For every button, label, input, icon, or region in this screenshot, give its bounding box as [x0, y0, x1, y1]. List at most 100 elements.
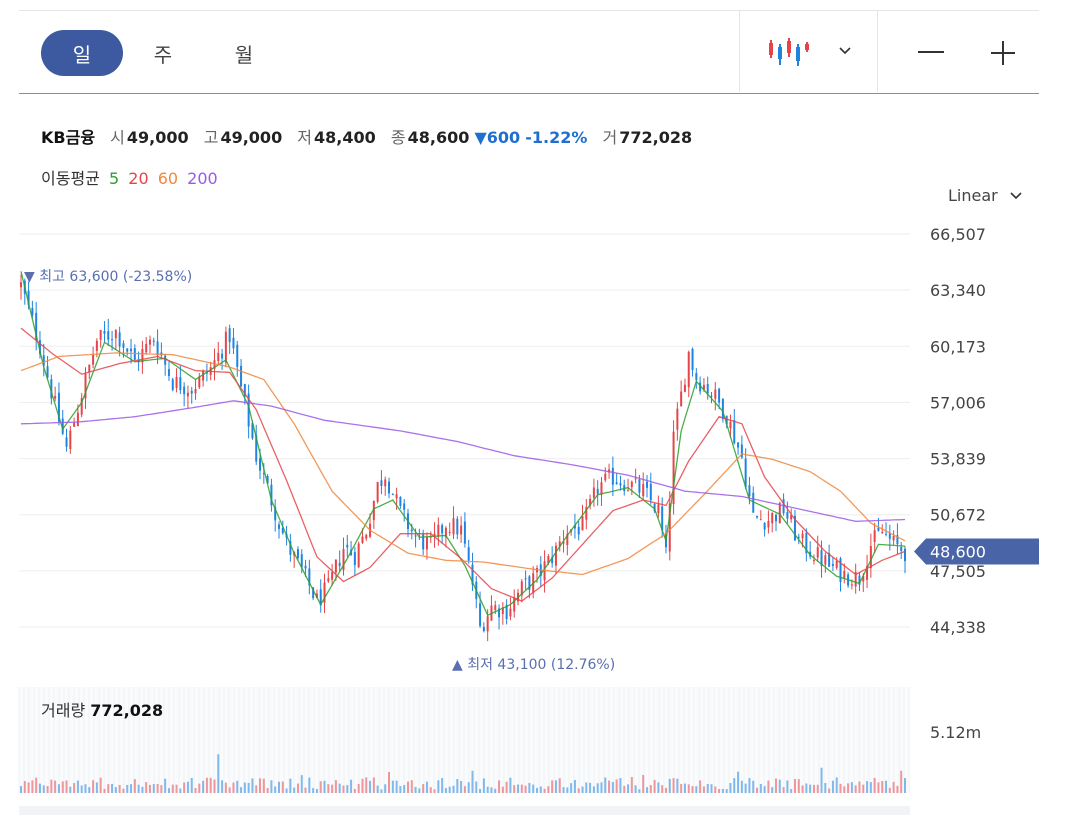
candlestick-icon[interactable]: [767, 35, 811, 69]
candle-body: [854, 571, 857, 587]
volume-bar: [721, 788, 724, 793]
volume-bar: [103, 788, 106, 793]
volume-bar: [118, 784, 121, 793]
candle-body: [839, 558, 842, 583]
ohlc-info: KB금융 시 49,000 고 49,000 저 48,400 종 48,600 ▼60…: [41, 124, 692, 148]
candle-body: [289, 541, 292, 555]
scale-select[interactable]: Linear: [948, 186, 1023, 205]
candle-body: [331, 572, 334, 580]
volume-bar: [126, 784, 129, 793]
candle-body: [881, 531, 884, 533]
volume-bar: [850, 782, 853, 793]
candle-body: [706, 383, 709, 394]
open-label: 시: [110, 128, 125, 147]
volume-bar: [133, 779, 136, 793]
candle-body: [372, 500, 375, 521]
volume-bar: [293, 787, 296, 793]
tab-weekly[interactable]: 주: [153, 42, 173, 67]
volume-bar: [528, 782, 531, 793]
candle-body: [57, 392, 60, 422]
candle-body: [661, 506, 664, 531]
last-price-tag: [914, 538, 1039, 565]
volume-bar: [300, 775, 303, 793]
candle-body: [752, 492, 755, 513]
candle-body: [721, 398, 724, 420]
volume-bar: [585, 782, 588, 793]
candle-body: [441, 525, 444, 534]
candle-body: [797, 536, 800, 538]
candle-body: [46, 366, 49, 378]
volume-bar: [350, 779, 353, 793]
ma-20-label[interactable]: 20: [128, 169, 149, 188]
volume-bar: [190, 777, 193, 793]
volume-bar: [406, 781, 409, 793]
volume-bar: [73, 783, 76, 793]
candle-body: [520, 581, 523, 596]
candle-body: [866, 565, 869, 580]
volume-bar: [554, 780, 557, 793]
minus-icon[interactable]: [916, 39, 946, 65]
volume-bar: [782, 787, 785, 793]
ma-200-line: [20, 400, 906, 522]
volume-bar: [399, 786, 402, 793]
volume-bar: [194, 788, 197, 793]
volume-bar: [323, 780, 326, 793]
volume-bar: [592, 786, 595, 793]
candle-body: [479, 603, 482, 626]
candle-body: [756, 515, 759, 518]
volume-bar: [539, 786, 542, 793]
volume-bar: [27, 782, 30, 793]
candle-body: [843, 571, 846, 579]
candle-body: [448, 531, 451, 533]
candle-body: [498, 608, 501, 618]
ma-5-label[interactable]: 5: [108, 169, 120, 188]
low-value: 48,400: [314, 128, 376, 147]
candle-body: [460, 525, 463, 535]
volume-bar: [710, 784, 713, 793]
candle-body: [145, 344, 148, 353]
candle-body: [399, 496, 402, 506]
volume-bar: [202, 780, 205, 793]
volume-bar: [274, 786, 277, 793]
candle-body: [577, 526, 580, 535]
volume-bar: [270, 780, 273, 793]
ma-60-label[interactable]: 60: [157, 169, 179, 188]
candle-body: [725, 415, 728, 425]
volume-bar: [532, 784, 535, 793]
volume-bar: [828, 788, 831, 793]
tab-monthly[interactable]: 월: [234, 42, 254, 67]
candle-body: [467, 547, 470, 561]
tab-daily[interactable]: 일: [41, 30, 123, 76]
candle-body: [896, 535, 899, 545]
candle-body: [221, 353, 224, 359]
candle-body: [338, 562, 341, 567]
volume-bar: [259, 778, 262, 793]
candle-body: [615, 482, 618, 484]
candle-body: [562, 541, 565, 544]
volume-bar: [888, 787, 891, 793]
volume-bar: [763, 786, 766, 793]
plus-icon[interactable]: [989, 39, 1017, 67]
ma-200-label[interactable]: 200: [187, 169, 218, 188]
volume-bar: [790, 789, 793, 793]
volume-bar: [505, 781, 508, 793]
candle-body: [585, 507, 588, 520]
y-tick-label: 60,173: [930, 337, 986, 356]
volume-bar: [509, 777, 512, 793]
volume-bar: [376, 785, 379, 793]
chevron-down-icon[interactable]: [835, 41, 855, 61]
volume-bar: [824, 782, 827, 793]
candle-body: [505, 604, 508, 620]
candle-body: [319, 589, 322, 606]
candle-body: [885, 533, 888, 535]
volume-bar: [365, 777, 368, 793]
volume-bar: [737, 771, 740, 793]
volume-bar: [547, 786, 550, 793]
candle-body: [509, 608, 512, 617]
volume-bar: [391, 780, 394, 793]
volume-bar: [680, 783, 683, 793]
candle-body: [869, 546, 872, 569]
volume-bar: [277, 781, 280, 793]
candle-body: [744, 458, 747, 488]
